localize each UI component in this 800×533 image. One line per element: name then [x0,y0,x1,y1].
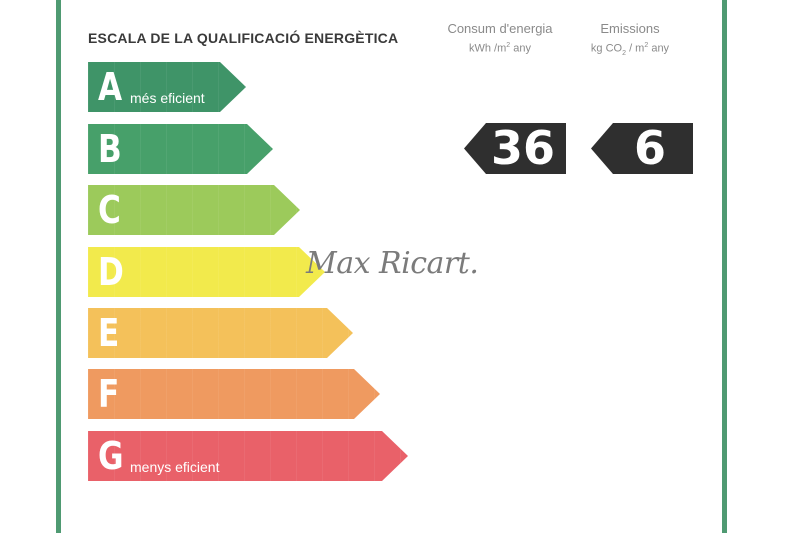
energy-bar-d: D [88,247,325,297]
energy-bar-g: G menys eficient [88,431,408,481]
bar-letter: D [98,250,124,294]
bar-letter: F [98,372,120,416]
consum-label: Consum d'energia [447,21,553,36]
energy-bar-a: A més eficient [88,62,246,112]
bar-letter: G [98,434,124,478]
emissions-unit: kg CO2 / m2 any [590,42,670,57]
frame-border-right [722,0,727,533]
bar-letter: E [98,311,120,355]
consum-value-badge: 36 [464,123,566,174]
bar-caption-least-efficient: menys eficient [130,459,220,475]
emissions-value-badge: 6 [591,123,693,174]
energy-bar-f: F [88,369,380,419]
consum-unit: kWh /m2 any [469,42,531,55]
consum-header: Consum d'energia kWh /m2 any [440,19,560,56]
bar-letter: B [98,127,122,171]
emissions-header: Emissions kg CO2 / m2 any [578,19,682,61]
bar-letter: A [98,65,123,109]
frame-border-left [56,0,61,533]
energy-bar-c: C [88,185,300,235]
bar-letter: C [98,188,121,232]
label-title: ESCALA DE LA QUALIFICACIÓ ENERGÈTICA [88,30,399,46]
emissions-label: Emissions [600,21,660,36]
bar-caption-most-efficient: més eficient [130,90,205,106]
watermark-logo: Max Ricart. [306,246,479,281]
energy-bar-b: B [88,124,273,174]
energy-bar-e: E [88,308,353,358]
